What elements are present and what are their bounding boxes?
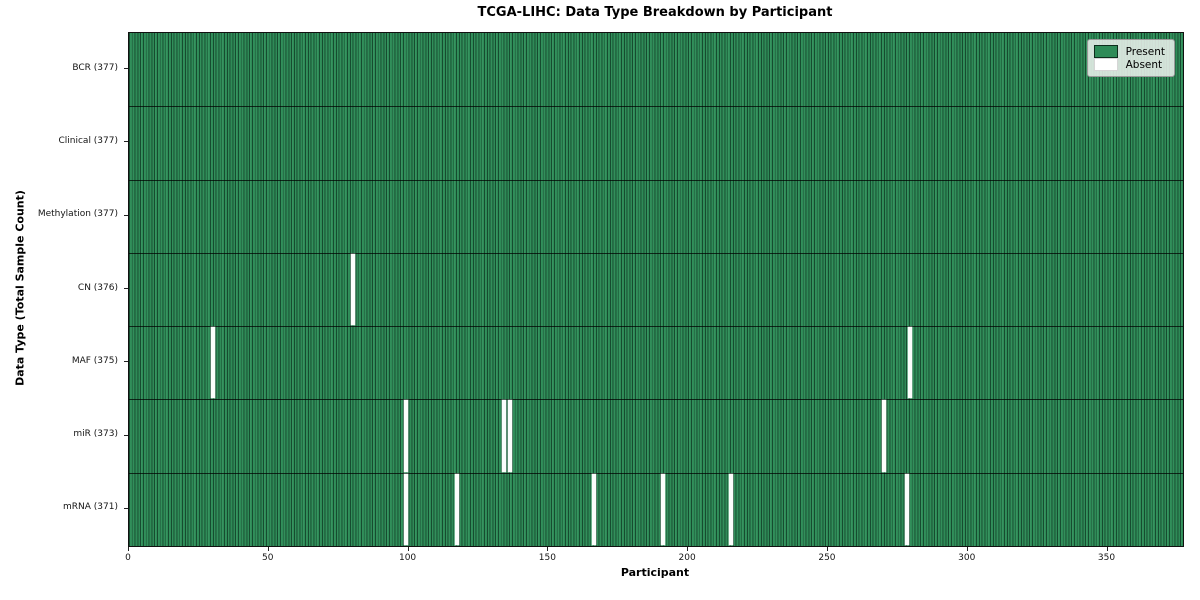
- legend-items: Present Absent: [1093, 45, 1165, 71]
- absent-marker-mRNA-117: [454, 473, 459, 545]
- row-mRNA: [129, 472, 1183, 546]
- absent-marker-mRNA-99: [404, 473, 409, 545]
- absent-marker-miR-134: [502, 400, 507, 472]
- y-tick-label-MAF: MAF (375): [71, 355, 118, 366]
- y-tick-mark: [124, 141, 128, 143]
- y-tick-mark: [124, 214, 128, 216]
- x-tick-mark: [547, 547, 549, 551]
- chart-title: TCGA-LIHC: Data Type Breakdown by Partic…: [477, 5, 833, 20]
- absent-marker-miR-99: [404, 400, 409, 472]
- row-separator: [129, 252, 1183, 254]
- absent-marker-CN-80: [351, 253, 356, 326]
- y-tick-label-miR: miR (373): [73, 429, 118, 440]
- row-separator: [129, 106, 1183, 108]
- absent-marker-mRNA-278: [904, 473, 909, 545]
- row-separator: [129, 472, 1183, 474]
- y-tick-mark: [124, 507, 128, 509]
- absent-marker-mRNA-191: [661, 473, 666, 545]
- x-tick-mark: [826, 547, 828, 551]
- legend-swatch-present: [1093, 45, 1118, 58]
- row-miR: [129, 399, 1183, 473]
- x-tick-mark: [128, 547, 129, 551]
- row-Methylation: [129, 179, 1183, 253]
- y-tick-mark: [124, 434, 128, 436]
- absent-marker-MAF-30: [211, 327, 216, 399]
- plot-area: Present Absent: [128, 32, 1184, 547]
- x-tick-mark: [267, 547, 269, 551]
- x-tick-mark: [966, 547, 968, 551]
- x-axis-title: Participant: [620, 566, 690, 579]
- row-MAF: [129, 326, 1183, 400]
- legend-swatch-absent: [1093, 58, 1118, 71]
- y-tick-label-CN: CN (376): [77, 282, 118, 293]
- legend-label-absent: Absent: [1125, 58, 1163, 71]
- legend-item-absent: Absent: [1093, 58, 1165, 71]
- x-tick-label-350: 350: [1097, 553, 1116, 563]
- legend-item-present: Present: [1093, 45, 1165, 58]
- x-tick-label-100: 100: [398, 553, 417, 563]
- x-tick-mark: [1106, 547, 1108, 551]
- x-tick-label-50: 50: [262, 553, 274, 563]
- y-tick-mark: [124, 361, 128, 363]
- row-CN: [129, 252, 1183, 327]
- x-tick-label-0: 0: [125, 553, 131, 563]
- x-tick-label-300: 300: [958, 553, 976, 563]
- legend-label-present: Present: [1125, 45, 1165, 58]
- legend: Present Absent: [1086, 39, 1175, 77]
- row-separator: [129, 399, 1183, 401]
- absent-marker-mRNA-166: [591, 473, 596, 545]
- absent-marker-miR-270: [882, 400, 887, 472]
- y-tick-label-Clinical: Clinical (377): [58, 135, 118, 146]
- absent-marker-MAF-279: [907, 327, 912, 399]
- x-tick-label-250: 250: [818, 553, 836, 563]
- absent-marker-mRNA-215: [728, 473, 733, 545]
- row-Clinical: [129, 106, 1183, 180]
- row-separator: [129, 326, 1183, 328]
- y-tick-label-Methylation: Methylation (377): [37, 209, 118, 220]
- row-separator: [129, 179, 1183, 181]
- x-tick-label-200: 200: [678, 553, 696, 563]
- absent-marker-miR-136: [507, 400, 512, 472]
- y-tick-mark: [124, 288, 128, 289]
- y-tick-label-mRNA: mRNA (371): [63, 502, 118, 513]
- x-tick-mark: [407, 547, 409, 551]
- x-tick-mark: [687, 547, 689, 551]
- row-BCR: [129, 33, 1183, 107]
- y-tick-mark: [124, 68, 128, 70]
- x-tick-label-150: 150: [538, 553, 556, 563]
- y-tick-label-BCR: BCR (377): [72, 62, 118, 73]
